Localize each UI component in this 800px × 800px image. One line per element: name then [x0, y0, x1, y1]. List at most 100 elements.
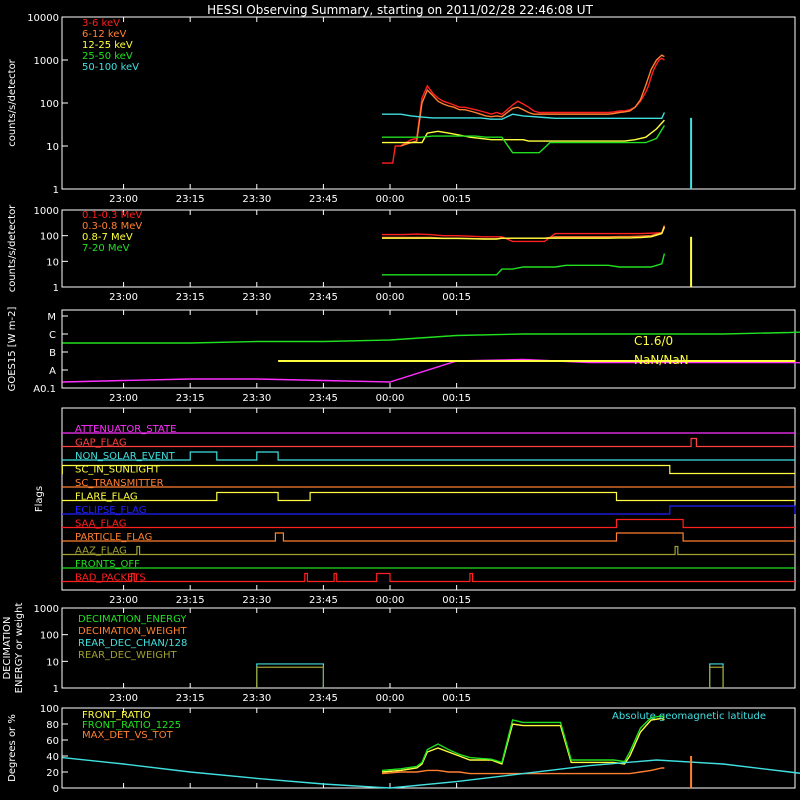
flag-label: SC_IN_SUNLIGHT	[75, 465, 161, 476]
flag-label: FLARE_FLAG	[75, 492, 138, 503]
flag-line	[62, 491, 795, 502]
goes-series-line	[62, 358, 800, 383]
gamma-ylabel: counts/s/detector	[7, 204, 18, 292]
xray-xtick-label: 23:45	[309, 194, 338, 205]
gamma-xtick-label: 00:00	[376, 292, 405, 303]
ratio-frame	[61, 707, 796, 789]
gamma-series-line	[382, 227, 666, 243]
flag-line	[62, 451, 795, 461]
flag-line	[61, 464, 795, 475]
goes-series-line	[62, 331, 800, 344]
goes-frame	[61, 309, 796, 389]
flags-xtick-label: 23:30	[242, 595, 271, 606]
decimation-ytick-label: 10	[46, 657, 59, 668]
goes-xtick-label: 23:30	[242, 393, 271, 404]
ratio-series-line	[62, 756, 800, 789]
xray-xtick-label: 23:00	[109, 194, 138, 205]
flags-xtick-label: 00:00	[376, 595, 405, 606]
xray-series-line	[382, 112, 666, 120]
ratio-ytick-label: 100	[40, 704, 59, 715]
decimation-legend-item: DECIMATION_WEIGHT	[78, 626, 187, 637]
goes-ytick-label: A	[49, 366, 56, 377]
decimation-frame	[61, 607, 796, 689]
gamma-xtick-label: 23:45	[309, 292, 338, 303]
xray-ytick-label: 100	[40, 99, 59, 110]
gamma-legend-item: 0.8-7 MeV	[82, 232, 133, 243]
goes-ytick-label: M	[47, 312, 56, 323]
goes-xtick-label: 00:00	[376, 393, 405, 404]
xray-ylabel: counts/s/detector	[7, 58, 18, 146]
gamma-ytick-label: 1000	[34, 206, 59, 217]
flag-label: AAZ_FLAG	[75, 546, 127, 557]
flag-label: NON_SOLAR_EVENT	[75, 451, 176, 462]
goes-annotation: C1.6/0	[634, 334, 673, 348]
flag-line	[62, 437, 795, 448]
gamma-xtick-label: 00:15	[442, 292, 471, 303]
ratio-ytick-label: 20	[46, 768, 59, 779]
goes-annotation: NaN/NaN	[634, 353, 689, 367]
goes-xtick-label: 23:15	[176, 393, 205, 404]
flag-label: FRONTS_OFF	[75, 559, 140, 570]
ratio-ytick-label: 0	[53, 784, 59, 795]
gamma-xtick-label: 23:00	[109, 292, 138, 303]
flag-label: GAP_FLAG	[75, 438, 127, 449]
flags-xtick-label: 23:00	[109, 595, 138, 606]
flags-xtick-label: 23:45	[309, 595, 338, 606]
gamma-series-line	[382, 253, 666, 276]
xray-ytick-label: 10	[46, 142, 59, 153]
flag-label: BAD_PACKETS	[75, 573, 146, 584]
gamma-legend-item: 0.1-0.3 MeV	[82, 210, 142, 221]
ratio-annotation: Absolute geomagnetic latitude	[612, 711, 766, 722]
flag-label: ATTENUATOR_STATE	[75, 424, 176, 435]
flag-label: SAA_FLAG	[75, 519, 126, 530]
decimation-ytick-label: 100	[40, 631, 59, 642]
xray-legend-item: 6-12 keV	[82, 29, 126, 40]
xray-series-line	[400, 54, 665, 147]
decimation-xtick-label: 00:15	[442, 693, 471, 704]
flags-xtick-label: 23:15	[176, 595, 205, 606]
decimation-xtick-label: 23:45	[309, 693, 338, 704]
xray-legend-item: 25-50 keV	[82, 51, 133, 62]
flags-frame	[61, 407, 796, 591]
ratio-series-line	[381, 715, 665, 772]
flags-ylabel: Flags	[34, 486, 45, 512]
xray-xtick-label: 00:00	[376, 194, 405, 205]
ratio-legend-item: MAX_DET_VS_TOT	[82, 730, 174, 741]
ratio-series-line	[381, 767, 665, 775]
xray-legend-item: 50-100 keV	[82, 62, 139, 73]
gamma-series-line	[382, 226, 666, 240]
flag-line	[62, 518, 795, 529]
decimation-xtick-label: 23:15	[176, 693, 205, 704]
decimation-xtick-label: 00:00	[376, 693, 405, 704]
ratio-series-line	[381, 717, 665, 773]
decimation-legend-item: REAR_DEC_CHAN/128	[78, 638, 187, 649]
goes-xtick-label: 23:00	[109, 393, 138, 404]
gamma-ytick-label: 10	[46, 257, 59, 268]
goes-xtick-label: 23:45	[309, 393, 338, 404]
decimation-ytick-label: 1000	[34, 604, 59, 615]
gamma-series-line	[382, 225, 666, 240]
xray-ytick-label: 10000	[27, 13, 59, 24]
xray-xtick-label: 23:15	[176, 194, 205, 205]
gamma-legend-item: 7-20 MeV	[82, 243, 130, 254]
flags-xtick-label: 00:15	[442, 595, 471, 606]
decimation-xtick-label: 23:00	[109, 693, 138, 704]
flag-label: ECLIPSE_FLAG	[75, 505, 146, 516]
decimation-ylabel-2: ENERGY or weight	[14, 603, 25, 694]
xray-xtick-label: 00:15	[442, 194, 471, 205]
decimation-ytick-label: 1	[53, 684, 59, 695]
ratio-ylabel: Degrees or %	[7, 714, 18, 782]
ratio-ytick-label: 40	[46, 752, 59, 763]
xray-ytick-label: 1	[53, 185, 59, 196]
gamma-frame	[61, 209, 796, 288]
xray-legend-item: 3-6 keV	[82, 18, 120, 29]
goes-ylabel: GOES15 [W m-2]	[7, 307, 18, 392]
goes-xtick-label: 00:15	[442, 393, 471, 404]
goes-ytick-label: A0.1	[33, 384, 56, 395]
flag-line	[62, 572, 795, 583]
decimation-weight-line	[709, 666, 724, 688]
gamma-ytick-label: 1	[53, 283, 59, 294]
decimation-legend-item: REAR_DEC_WEIGHT	[78, 650, 177, 661]
xray-series-line	[382, 119, 665, 144]
